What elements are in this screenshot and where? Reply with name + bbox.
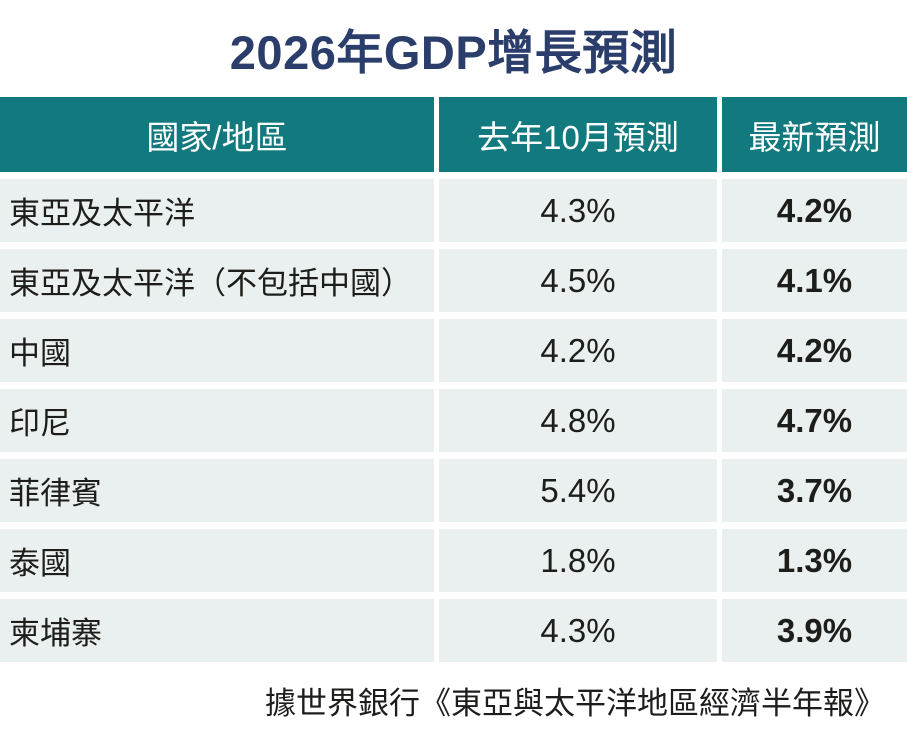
page-title: 2026年GDP增長預測 [229, 26, 678, 79]
region-cell: 柬埔寨 [0, 599, 434, 662]
previous-forecast-cell: 4.2% [439, 319, 717, 382]
previous-forecast-cell: 4.5% [439, 249, 717, 312]
region-cell: 菲律賓 [0, 459, 434, 522]
column-header-previous-forecast: 去年10月預測 [439, 97, 717, 172]
previous-forecast-cell: 4.3% [439, 179, 717, 242]
region-cell: 中國 [0, 319, 434, 382]
column-header-latest-forecast: 最新預測 [722, 97, 907, 172]
title-bar: 2026年GDP增長預測 [0, 0, 907, 97]
previous-forecast-cell: 1.8% [439, 529, 717, 592]
latest-forecast-cell: 3.9% [722, 599, 907, 662]
gdp-forecast-table: 國家/地區 去年10月預測 最新預測 東亞及太平洋 4.3% 4.2% 東亞及太… [0, 97, 907, 662]
region-cell: 印尼 [0, 389, 434, 452]
source-note: 據世界銀行《東亞與太平洋地區經濟半年報》 [265, 686, 885, 721]
latest-forecast-cell: 1.3% [722, 529, 907, 592]
column-header-region: 國家/地區 [0, 97, 434, 172]
latest-forecast-cell: 4.1% [722, 249, 907, 312]
latest-forecast-cell: 4.2% [722, 319, 907, 382]
previous-forecast-cell: 5.4% [439, 459, 717, 522]
latest-forecast-cell: 3.7% [722, 459, 907, 522]
latest-forecast-cell: 4.2% [722, 179, 907, 242]
region-cell: 泰國 [0, 529, 434, 592]
previous-forecast-cell: 4.8% [439, 389, 717, 452]
latest-forecast-cell: 4.7% [722, 389, 907, 452]
region-cell: 東亞及太平洋（不包括中國） [0, 249, 434, 312]
region-cell: 東亞及太平洋 [0, 179, 434, 242]
previous-forecast-cell: 4.3% [439, 599, 717, 662]
